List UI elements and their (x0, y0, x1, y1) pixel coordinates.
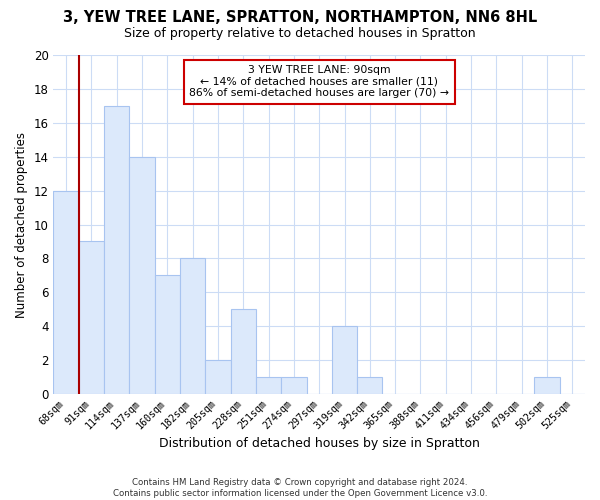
Text: Size of property relative to detached houses in Spratton: Size of property relative to detached ho… (124, 28, 476, 40)
Bar (180, 258, 205, 394)
Bar (281, 377, 307, 394)
Bar (79, 242, 104, 394)
Bar (205, 360, 230, 394)
Bar (230, 310, 256, 394)
Bar (130, 156, 155, 394)
Bar (53, 190, 79, 394)
Bar (332, 326, 357, 394)
Bar (256, 377, 281, 394)
Y-axis label: Number of detached properties: Number of detached properties (15, 132, 28, 318)
Text: Contains HM Land Registry data © Crown copyright and database right 2024.
Contai: Contains HM Land Registry data © Crown c… (113, 478, 487, 498)
Bar (104, 106, 130, 394)
X-axis label: Distribution of detached houses by size in Spratton: Distribution of detached houses by size … (159, 437, 479, 450)
Bar (155, 276, 180, 394)
Bar (535, 377, 560, 394)
Text: 3, YEW TREE LANE, SPRATTON, NORTHAMPTON, NN6 8HL: 3, YEW TREE LANE, SPRATTON, NORTHAMPTON,… (63, 10, 537, 25)
Bar (357, 377, 382, 394)
Text: 3 YEW TREE LANE: 90sqm
← 14% of detached houses are smaller (11)
86% of semi-det: 3 YEW TREE LANE: 90sqm ← 14% of detached… (189, 65, 449, 98)
